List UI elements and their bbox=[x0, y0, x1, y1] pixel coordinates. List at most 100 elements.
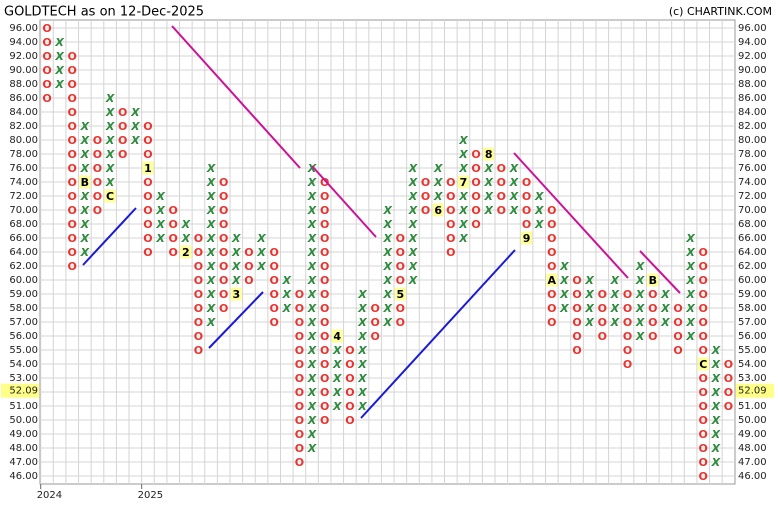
x-box: X bbox=[635, 260, 645, 273]
y-tick-label: 59.00 bbox=[9, 289, 38, 300]
y-tick-label: 80.00 bbox=[9, 135, 38, 146]
y-tick-label: 57.00 bbox=[9, 317, 38, 328]
o-box: O bbox=[345, 358, 354, 371]
x-box: X bbox=[54, 78, 64, 91]
o-box: O bbox=[219, 260, 228, 273]
y-tick-label: 60.00 bbox=[9, 275, 38, 286]
o-box: O bbox=[295, 414, 304, 427]
x-box: X bbox=[307, 372, 317, 385]
x-tick-label: 2025 bbox=[138, 490, 163, 501]
y-tick-label-right: 58.00 bbox=[738, 303, 767, 314]
y-tick-label: 68.00 bbox=[9, 219, 38, 230]
o-box: O bbox=[699, 302, 708, 315]
x-box: X bbox=[357, 330, 367, 343]
o-box: O bbox=[699, 372, 708, 385]
y-tick-label: 47.00 bbox=[9, 457, 38, 468]
x-box: X bbox=[382, 218, 392, 231]
x-box: X bbox=[307, 260, 317, 273]
x-box: X bbox=[206, 274, 216, 287]
o-box: O bbox=[194, 330, 203, 343]
o-box: O bbox=[598, 302, 607, 315]
o-box: O bbox=[320, 400, 329, 413]
x-box: X bbox=[357, 344, 367, 357]
x-box: X bbox=[685, 288, 695, 301]
o-box: O bbox=[194, 344, 203, 357]
o-box: O bbox=[295, 456, 304, 469]
x-box: X bbox=[685, 260, 695, 273]
x-box: X bbox=[181, 218, 191, 231]
o-box: O bbox=[471, 218, 480, 231]
x-box: X bbox=[307, 358, 317, 371]
o-box: O bbox=[42, 50, 51, 63]
month-marker: 8 bbox=[485, 148, 493, 161]
o-box: O bbox=[244, 246, 253, 259]
o-box: O bbox=[295, 400, 304, 413]
y-tick-label-right: 50.00 bbox=[738, 415, 767, 426]
o-box: O bbox=[320, 358, 329, 371]
o-box: O bbox=[471, 148, 480, 161]
x-box: X bbox=[534, 218, 544, 231]
y-tick-label-right: 59.00 bbox=[738, 289, 767, 300]
x-box: X bbox=[332, 400, 342, 413]
x-box: X bbox=[206, 176, 216, 189]
o-box: O bbox=[244, 260, 253, 273]
x-box: X bbox=[711, 442, 721, 455]
o-box: O bbox=[118, 106, 127, 119]
x-box: X bbox=[307, 414, 317, 427]
x-box: X bbox=[206, 162, 216, 175]
month-marker: 6 bbox=[434, 204, 442, 217]
x-box: X bbox=[307, 400, 317, 413]
o-box: O bbox=[269, 260, 278, 273]
x-box: X bbox=[80, 120, 90, 133]
o-box: O bbox=[320, 274, 329, 287]
o-box: O bbox=[68, 50, 77, 63]
x-box: X bbox=[711, 372, 721, 385]
x-box: X bbox=[509, 162, 519, 175]
x-box: X bbox=[711, 456, 721, 469]
x-box: X bbox=[559, 288, 569, 301]
o-box: O bbox=[68, 148, 77, 161]
o-box: O bbox=[320, 330, 329, 343]
o-box: O bbox=[320, 344, 329, 357]
o-box: O bbox=[547, 316, 556, 329]
o-box: O bbox=[623, 330, 632, 343]
x-box: X bbox=[610, 288, 620, 301]
x-box: X bbox=[80, 190, 90, 203]
month-marker-bg bbox=[79, 175, 91, 189]
resistance-line bbox=[171, 25, 301, 169]
y-tick-label: 54.00 bbox=[9, 359, 38, 370]
o-box: O bbox=[219, 218, 228, 231]
o-box: O bbox=[194, 232, 203, 245]
o-box: O bbox=[118, 134, 127, 147]
o-box: O bbox=[699, 330, 708, 343]
o-box: O bbox=[572, 344, 581, 357]
x-box: X bbox=[711, 386, 721, 399]
x-box: X bbox=[382, 260, 392, 273]
y-tick-label: 58.00 bbox=[9, 303, 38, 314]
y-tick-label: 46.00 bbox=[9, 471, 38, 482]
o-box: O bbox=[345, 344, 354, 357]
o-box: O bbox=[320, 288, 329, 301]
o-box: O bbox=[724, 358, 733, 371]
x-box: X bbox=[382, 232, 392, 245]
o-box: O bbox=[68, 134, 77, 147]
x-box: X bbox=[307, 246, 317, 259]
x-box: X bbox=[206, 260, 216, 273]
x-box: X bbox=[105, 92, 115, 105]
o-box: O bbox=[673, 330, 682, 343]
o-box: O bbox=[143, 120, 152, 133]
y-tick-label-right: 68.00 bbox=[738, 219, 767, 230]
x-box: X bbox=[584, 302, 594, 315]
x-box: X bbox=[458, 134, 468, 147]
o-box: O bbox=[194, 246, 203, 259]
o-box: O bbox=[623, 288, 632, 301]
x-box: X bbox=[685, 274, 695, 287]
o-box: O bbox=[446, 190, 455, 203]
o-box: O bbox=[169, 204, 178, 217]
x-box: X bbox=[408, 274, 418, 287]
x-box: X bbox=[711, 428, 721, 441]
o-box: O bbox=[673, 302, 682, 315]
o-box: O bbox=[93, 204, 102, 217]
o-box: O bbox=[143, 134, 152, 147]
o-box: O bbox=[699, 274, 708, 287]
